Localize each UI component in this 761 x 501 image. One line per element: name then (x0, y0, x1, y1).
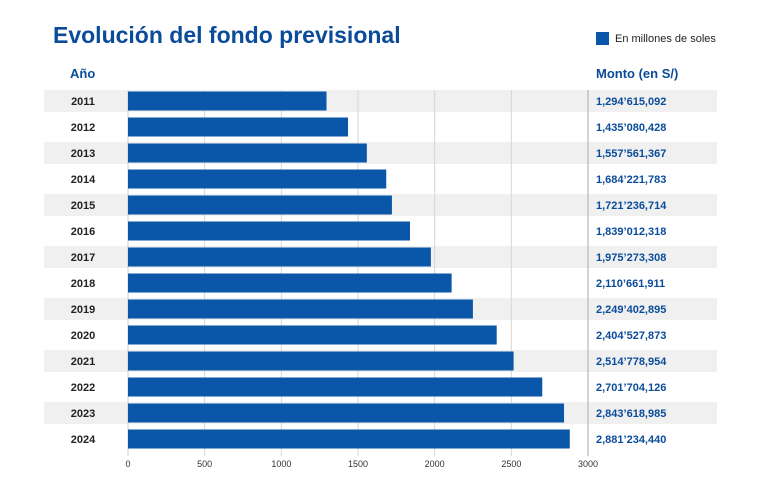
x-tick-label: 1500 (348, 459, 368, 469)
bar (128, 117, 349, 137)
bar (128, 429, 570, 449)
bar (128, 221, 410, 241)
bar (128, 351, 514, 371)
bar (128, 143, 367, 163)
x-tick-label: 1000 (271, 459, 291, 469)
legend-label: En millones de soles (615, 32, 716, 45)
amount-label: 2,514’778,954 (596, 356, 667, 368)
year-label: 2019 (71, 304, 95, 316)
amount-label: 2,249’402,895 (596, 304, 666, 316)
amount-label: 1,557’561,367 (596, 148, 666, 160)
year-label: 2016 (71, 226, 95, 238)
bar (128, 325, 497, 345)
legend-swatch (596, 32, 609, 45)
bar (128, 377, 543, 397)
amount-label: 2,110’661,911 (596, 278, 665, 290)
amount-label: 1,975’273,308 (596, 252, 666, 264)
year-label: 2022 (71, 382, 95, 394)
amount-label: 1,294’615,092 (596, 96, 666, 108)
amount-label: 2,701’704,126 (596, 382, 666, 394)
bar (128, 403, 565, 423)
amount-label: 2,404’527,873 (596, 330, 666, 342)
year-label: 2014 (71, 174, 96, 186)
year-column-header: Año (70, 66, 96, 81)
amount-column-header: Monto (en S/) (596, 66, 679, 81)
year-label: 2015 (71, 200, 95, 212)
x-tick-label: 2000 (425, 459, 445, 469)
legend: En millones de soles (596, 32, 716, 45)
bar (128, 195, 392, 215)
amount-label: 2,843’618,985 (596, 408, 666, 420)
year-label: 2013 (71, 148, 95, 160)
year-label: 2012 (71, 122, 95, 134)
amount-label: 1,721’236,714 (596, 200, 667, 212)
bar (128, 91, 327, 111)
year-label: 2011 (71, 96, 95, 108)
year-label: 2021 (71, 356, 95, 368)
year-label: 2018 (71, 278, 95, 290)
year-label: 2017 (71, 252, 95, 264)
x-tick-label: 3000 (578, 459, 598, 469)
bar (128, 299, 473, 319)
amount-label: 1,684’221,783 (596, 174, 666, 186)
x-tick-label: 500 (197, 459, 212, 469)
amount-label: 2,881’234,440 (596, 434, 666, 446)
year-label: 2023 (71, 408, 95, 420)
bar (128, 247, 431, 267)
chart-title: Evolución del fondo previsional (53, 22, 401, 48)
bar (128, 169, 387, 189)
amount-label: 1,435’080,428 (596, 122, 666, 134)
year-label: 2024 (71, 434, 96, 446)
x-tick-label: 0 (125, 459, 130, 469)
bar (128, 273, 452, 293)
amount-label: 1,839’012,318 (596, 226, 666, 238)
year-label: 2020 (71, 330, 95, 342)
x-tick-label: 2500 (501, 459, 521, 469)
